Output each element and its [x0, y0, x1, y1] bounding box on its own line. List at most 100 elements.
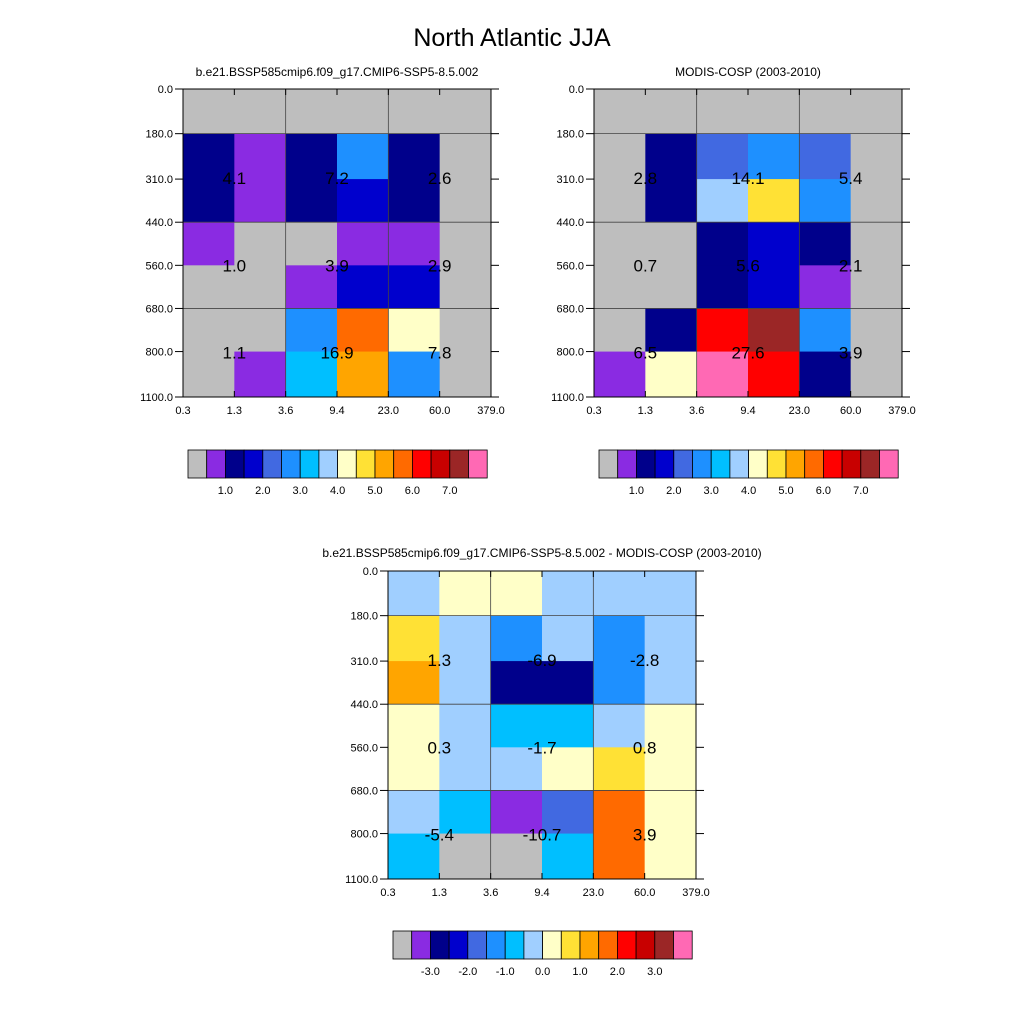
heatmap-cell	[337, 133, 389, 180]
heatmap-cell	[593, 747, 646, 791]
y-tick-label: 440.0	[556, 217, 584, 229]
heatmap-cell	[234, 89, 287, 135]
heatmap-cell	[799, 89, 852, 135]
colorbar-swatch	[560, 930, 581, 960]
heatmap-cell	[388, 308, 441, 352]
group-value-label: -10.7	[523, 826, 562, 845]
heatmap-cell	[234, 222, 287, 266]
heatmap-cell	[388, 265, 441, 309]
heatmap-cell	[799, 351, 852, 398]
y-tick-label: 0.0	[158, 84, 173, 96]
heatmap-cell	[594, 308, 646, 352]
colorbar-swatch	[467, 930, 487, 960]
heatmap-cell	[490, 833, 543, 880]
colorbar-swatch	[598, 930, 618, 960]
heatmap-cell	[593, 661, 646, 705]
group-value-label: -1.7	[527, 738, 556, 757]
heatmap-cell	[644, 833, 697, 880]
colorbar: -3.0 -2.0 -1.0 0.0 1.0 2.0 3.0	[392, 930, 693, 978]
heatmap-cell	[645, 308, 698, 352]
heatmap-cell	[850, 351, 903, 398]
colorbar-label: -1.0	[496, 966, 515, 978]
x-tick-label: 60.0	[840, 405, 861, 417]
colorbar-swatch	[710, 449, 731, 479]
heatmap-cell	[337, 265, 389, 309]
colorbar-swatch	[542, 930, 562, 960]
heatmap-cell	[388, 133, 441, 180]
x-tick-label: 60.0	[634, 887, 655, 899]
heatmap-cell	[594, 351, 646, 398]
heatmap-cell	[593, 704, 646, 748]
heatmap-cell	[542, 615, 594, 662]
colorbar-label: -2.0	[458, 966, 477, 978]
y-tick-label: 560.0	[556, 260, 584, 272]
heatmap-cell	[183, 179, 235, 223]
heatmap-cell	[696, 222, 749, 266]
x-tick-label: 9.4	[329, 405, 344, 417]
heatmap-cell	[337, 89, 389, 135]
colorbar: 1.0 2.0 3.0 4.0 5.0 6.0 7.0	[598, 449, 899, 497]
colorbar-label: 1.0	[218, 485, 233, 497]
x-tick-label: 9.4	[534, 887, 549, 899]
heatmap-panel-1: b.e21.BSSP585cmip6.f09_g17.CMIP6-SSP5-8.…	[140, 65, 505, 497]
heatmap-cell	[594, 179, 646, 223]
colorbar-swatch	[692, 449, 712, 479]
heatmap-cell	[490, 790, 543, 834]
heatmap-cell	[388, 571, 440, 617]
colorbar-swatch	[673, 930, 693, 960]
x-tick-label: 1.3	[638, 405, 653, 417]
heatmap-cell	[439, 615, 492, 662]
heatmap-cell	[285, 308, 338, 352]
group-value-label: 0.7	[634, 256, 658, 275]
colorbar-label: 4.0	[741, 485, 756, 497]
heatmap-cell	[337, 179, 389, 223]
colorbar-swatch	[411, 449, 432, 479]
group-value-label: 4.1	[223, 169, 247, 188]
y-tick-label: 560.0	[145, 260, 173, 272]
heatmap-panel-3: b.e21.BSSP585cmip6.f09_g17.CMIP6-SSP5-8.…	[322, 546, 761, 978]
y-tick-label: 680.0	[556, 303, 584, 315]
heatmap-cell	[799, 308, 852, 352]
heatmap-cell	[696, 265, 749, 309]
heatmap-cell	[748, 308, 800, 352]
x-tick-label: 379.0	[888, 405, 916, 417]
heatmap-cell	[850, 179, 903, 223]
heatmap-cell	[439, 351, 492, 398]
y-tick-label: 800.0	[145, 347, 173, 359]
colorbar-swatch	[823, 449, 843, 479]
heatmap-cell	[285, 179, 338, 223]
heatmap-cell	[799, 265, 852, 309]
heatmap-cell	[439, 833, 492, 880]
colorbar-swatch	[635, 930, 656, 960]
heatmap-cell	[439, 179, 492, 223]
heatmap-cell	[645, 265, 698, 309]
y-tick-label: 440.0	[350, 699, 378, 711]
colorbar-swatch	[841, 449, 862, 479]
heatmap-cell	[645, 89, 698, 135]
x-tick-label: 23.0	[789, 405, 810, 417]
heatmap-cell	[337, 351, 389, 398]
heatmap-cell	[696, 133, 749, 180]
heatmap-cell	[594, 89, 646, 135]
heatmap-cell	[542, 704, 594, 748]
colorbar-label: 2.0	[610, 966, 625, 978]
heatmap-cell	[645, 351, 698, 398]
colorbar-label: 3.0	[704, 485, 719, 497]
group-value-label: 5.6	[736, 256, 760, 275]
heatmap-cell	[593, 833, 646, 880]
group-value-label: -2.8	[630, 651, 659, 670]
heatmap-cell	[850, 308, 903, 352]
colorbar-swatch	[411, 930, 431, 960]
heatmap-cell	[439, 265, 492, 309]
heatmap-cell	[183, 222, 235, 266]
group-value-label: 0.3	[428, 738, 452, 757]
colorbar-swatch	[654, 930, 674, 960]
heatmap-cell	[799, 133, 852, 180]
y-tick-label: 310.0	[350, 656, 378, 668]
panel-title: b.e21.BSSP585cmip6.f09_g17.CMIP6-SSP5-8.…	[196, 65, 479, 79]
heatmap-cell	[696, 179, 749, 223]
heatmap-cell	[234, 133, 287, 180]
heatmap-cell	[748, 351, 800, 398]
panels-group: b.e21.BSSP585cmip6.f09_g17.CMIP6-SSP5-8.…	[140, 65, 916, 978]
